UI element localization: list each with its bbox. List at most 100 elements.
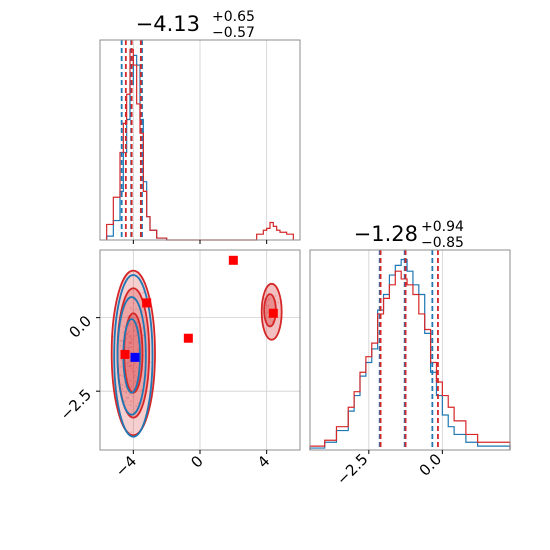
d2-sample-point	[132, 364, 135, 367]
d2-sample-point	[129, 351, 131, 353]
d2-sample-point	[265, 304, 268, 307]
d2-blue-contour	[113, 274, 154, 438]
density-panel-2d: −4 0 4 0.0 −2.5	[57, 249, 301, 480]
d2-sample-point	[266, 300, 269, 303]
d2-sample-point	[127, 365, 129, 368]
d2-sample-point	[130, 400, 133, 403]
d2-sample-point	[135, 405, 138, 408]
d2-red-marker	[142, 298, 152, 308]
d2-sample-point	[126, 369, 129, 372]
d2-sample-point	[130, 367, 133, 370]
d2-sample-point	[149, 361, 152, 364]
d2-sample-point	[127, 346, 130, 349]
d2-sample-point	[134, 362, 136, 365]
d2-ytick-label: −2.5	[57, 386, 95, 424]
hist2-xtick-label: 0.0	[416, 450, 446, 480]
histogram-panel-param2: −2.5 0.0 −1.28 +0.94 −0.85	[309, 219, 511, 489]
d2-sample-point	[135, 366, 138, 369]
d2-sample-point	[130, 316, 133, 318]
d2-sample-point	[268, 298, 271, 301]
d2-sample-point	[130, 342, 133, 345]
hist1-title-minus: −0.57	[212, 25, 255, 41]
d2-sample-point	[130, 338, 133, 341]
d2-red-marker	[268, 308, 278, 318]
d2-red-marker	[183, 333, 193, 343]
d2-sample-point	[124, 391, 127, 394]
d2-sample-point	[120, 340, 123, 343]
d2-sample-point	[124, 385, 127, 388]
histogram-panel-param1: −4.13 +0.65 −0.57	[99, 9, 301, 244]
d2-sample-point	[133, 374, 136, 377]
hist1-title: −4.13	[136, 12, 200, 36]
d2-sample-point	[267, 304, 270, 306]
d2-sample-point	[119, 374, 122, 376]
d2-xtick-label: 4	[254, 452, 273, 471]
d2-red-marker	[120, 349, 130, 359]
d2-sample-point	[267, 307, 269, 310]
d2-sample-point	[136, 334, 138, 336]
d2-sample-point	[132, 302, 135, 305]
hist2-title-minus: −0.85	[421, 235, 464, 251]
d2-red-marker	[228, 255, 238, 265]
hist2-title-plus: +0.94	[421, 219, 464, 235]
d2-sample-point	[122, 331, 125, 334]
d2-sample-point	[132, 338, 135, 341]
d2-sample-point	[142, 291, 144, 294]
d2-sample-point	[129, 336, 132, 339]
d2-sample-point	[126, 337, 129, 340]
d2-sample-point	[267, 311, 269, 314]
d2-sample-point	[129, 346, 132, 349]
d2-sample-point	[129, 379, 132, 382]
d2-sample-point	[274, 294, 277, 297]
d2-xtick-label: 0	[187, 452, 206, 471]
d2-sample-point	[128, 331, 131, 333]
d2-blue-marker	[130, 352, 140, 362]
d2-sample-point	[124, 400, 127, 403]
d2-sample-point	[130, 386, 133, 389]
d2-sample-point	[125, 397, 128, 399]
d2-sample-point	[126, 333, 129, 336]
d2-sample-point	[126, 362, 129, 365]
d2-sample-point	[128, 341, 131, 343]
d2-sample-point	[128, 323, 130, 326]
d2-sample-point	[268, 317, 271, 320]
d2-sample-point	[120, 365, 123, 368]
d2-sample-point	[137, 402, 140, 405]
d2-sample-point	[133, 335, 135, 337]
d2-sample-point	[123, 325, 126, 328]
d2-sample-point	[130, 345, 133, 348]
d2-sample-point	[130, 340, 133, 343]
hist1-title-plus: +0.65	[212, 9, 255, 25]
d2-sample-point	[129, 323, 132, 325]
d2-sample-point	[129, 364, 131, 366]
d2-sample-point	[133, 376, 136, 379]
d2-sample-point	[277, 301, 280, 304]
d2-sample-point	[119, 344, 122, 347]
d2-sample-point	[133, 325, 136, 328]
d2-sample-point	[136, 321, 139, 324]
d2-xtick-label: −4	[112, 452, 140, 480]
d2-sample-point	[121, 387, 124, 390]
hist2-series-0-step	[309, 258, 511, 450]
d2-sample-point	[132, 395, 135, 398]
d2-sample-point	[121, 383, 124, 386]
d2-sample-point	[128, 335, 131, 338]
d2-sample-point	[128, 342, 131, 345]
d2-sample-point	[142, 334, 145, 337]
d2-sample-point	[119, 339, 122, 342]
d2-sample-point	[127, 361, 130, 364]
d2-sample-point	[130, 307, 132, 310]
d2-sample-point	[132, 309, 134, 312]
d2-sample-point	[120, 358, 123, 361]
d2-sample-point	[129, 404, 132, 407]
hist2-title: −1.28	[354, 222, 418, 246]
d2-ytick-label: 0.0	[65, 312, 95, 342]
hist2-series-1-step	[309, 270, 511, 450]
d2-blue-contour	[116, 296, 147, 416]
d2-sample-point	[132, 329, 135, 332]
d2-sample-point	[134, 380, 137, 383]
d2-sample-point	[130, 431, 133, 434]
d2-sample-point	[140, 389, 143, 391]
d2-sample-point	[135, 308, 137, 311]
